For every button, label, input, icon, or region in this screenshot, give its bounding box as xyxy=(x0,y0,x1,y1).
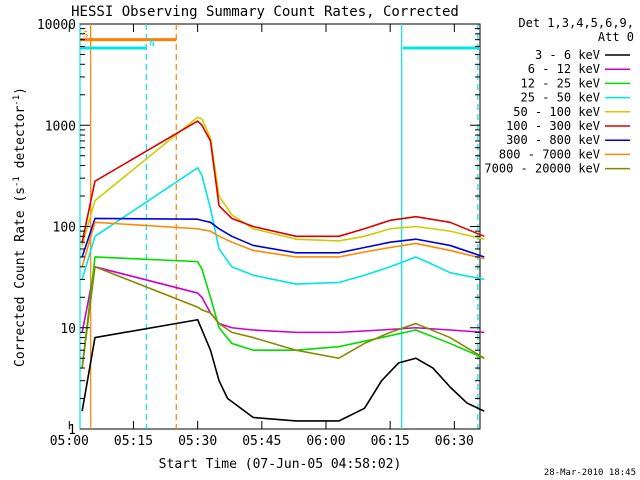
x-tick-label-6: 06:30 xyxy=(435,434,474,449)
y-axis-label-mid: detector xyxy=(13,106,28,177)
y-tick-label-3: 1000 xyxy=(45,119,76,134)
x-axis-ticks: 05:00 05:15 05:30 05:45 06:00 06:15 06:30 xyxy=(50,24,474,449)
y-axis-label-exp2: -1 xyxy=(12,95,22,106)
y-tick-label-0: 1 xyxy=(68,423,76,438)
series-line-5 xyxy=(81,120,485,243)
x-axis-label: Start Time (07-Jun-05 04:58:02) xyxy=(159,457,402,472)
legend-label-5: 100 - 300 keV xyxy=(506,119,600,133)
y-tick-label-2: 100 xyxy=(53,221,76,236)
legend-label-1: 6 - 12 keV xyxy=(528,62,600,76)
data-series xyxy=(81,116,485,422)
x-tick-label-4: 06:00 xyxy=(306,434,345,449)
x-tick-label-1: 05:15 xyxy=(114,434,153,449)
series-line-3 xyxy=(81,166,485,285)
legend-label-0: 3 - 6 keV xyxy=(535,48,600,62)
attenuator-bar-label-0: S xyxy=(83,31,88,41)
y-axis-label-exp: -1 xyxy=(12,176,22,187)
legend-title-line2: Att 0 xyxy=(598,30,634,44)
legend-label-4: 50 - 100 keV xyxy=(513,105,600,119)
legend-label-7: 800 - 7000 keV xyxy=(499,147,600,161)
series-line-4 xyxy=(81,116,485,246)
attenuator-bars: SN xyxy=(80,31,480,50)
legend-label-6: 300 - 800 keV xyxy=(506,133,600,147)
chart-title: HESSI Observing Summary Count Rates, Cor… xyxy=(71,4,459,20)
y-tick-label-4: 10000 xyxy=(37,18,76,33)
footer-date: 28-Mar-2010 18:45 xyxy=(544,468,636,478)
y-axis-label-end: ) xyxy=(13,87,28,95)
series-line-6 xyxy=(81,217,485,258)
legend-label-3: 25 - 50 keV xyxy=(521,91,600,105)
x-tick-label-0: 05:00 xyxy=(50,434,89,449)
series-line-2 xyxy=(81,256,485,369)
x-tick-label-2: 05:30 xyxy=(178,434,217,449)
y-axis-label-part: Corrected Count Rate (s xyxy=(13,187,28,367)
series-line-1 xyxy=(81,265,485,334)
series-line-7 xyxy=(81,221,485,268)
series-line-0 xyxy=(81,318,485,422)
series-line-8 xyxy=(81,265,485,369)
y-tick-label-1: 10 xyxy=(60,322,76,337)
x-tick-label-3: 05:45 xyxy=(242,434,281,449)
x-tick-label-5: 06:15 xyxy=(371,434,410,449)
legend-label-2: 12 - 25 keV xyxy=(521,76,600,90)
legend-label-8: 7000 - 20000 keV xyxy=(484,162,600,176)
legend-title-line1: Det 1,3,4,5,6,9, xyxy=(518,16,634,30)
attenuator-bar-label-1: N xyxy=(149,39,154,49)
y-axis-label: Corrected Count Rate (s-1 detector-1) xyxy=(12,87,28,367)
y-axis-ticks: 1 10 100 1000 10000 xyxy=(37,18,480,438)
